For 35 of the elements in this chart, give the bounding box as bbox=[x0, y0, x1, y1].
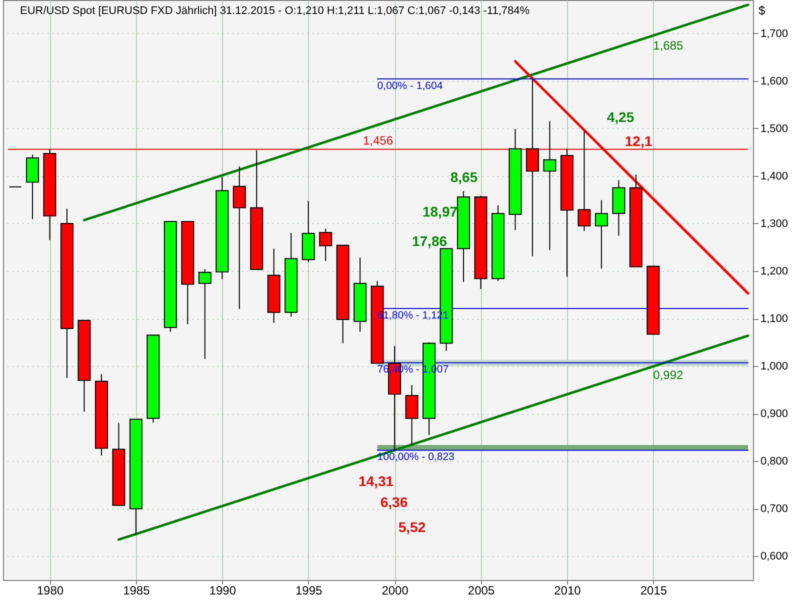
annotation: 14,31 bbox=[358, 473, 394, 489]
y-axis-title: $ bbox=[758, 4, 766, 18]
y-tick-label: 0,800 bbox=[760, 456, 788, 468]
x-tick-label: 1995 bbox=[295, 584, 323, 598]
annotation: 18,97 bbox=[422, 204, 458, 220]
y-tick-label: 0,900 bbox=[760, 408, 788, 420]
y-tick-label: 0,700 bbox=[760, 503, 788, 516]
x-tick-label: 2000 bbox=[382, 584, 409, 598]
annotation: 8,65 bbox=[450, 169, 478, 185]
series-label: 0,00% - 1,604 bbox=[377, 80, 443, 92]
y-tick-label: 1,200 bbox=[760, 265, 788, 278]
annotation: 1,685 bbox=[653, 38, 684, 52]
annotation: 0,992 bbox=[653, 368, 684, 382]
x-tick-label: 1990 bbox=[209, 584, 236, 598]
annotation: 4,25 bbox=[606, 109, 634, 125]
annotation: 12,1 bbox=[624, 133, 652, 149]
annotation: 5,52 bbox=[398, 519, 426, 535]
ref-line-label: 1,456 bbox=[362, 133, 394, 148]
y-tick-label: 1,700 bbox=[760, 28, 788, 40]
y-tick-label: 1,400 bbox=[760, 170, 788, 182]
x-tick-label: 2005 bbox=[468, 584, 495, 598]
y-tick-label: 1,600 bbox=[760, 75, 788, 88]
x-tick-label: 2015 bbox=[640, 584, 668, 598]
annotation: 6,36 bbox=[380, 494, 408, 510]
y-tick-label: 1,100 bbox=[760, 313, 788, 326]
annotation: 17,86 bbox=[412, 233, 448, 249]
x-tick-label: 1985 bbox=[123, 584, 150, 598]
y-tick-label: 1,300 bbox=[760, 218, 788, 230]
x-tick-label: 2010 bbox=[554, 584, 582, 598]
y-tick-label: 1,500 bbox=[760, 122, 788, 135]
y-tick-label: 0,600 bbox=[760, 550, 788, 563]
x-tick-label: 1980 bbox=[36, 584, 64, 598]
series-label: 100,00% - 0,823 bbox=[377, 451, 455, 464]
y-tick-label: 1,000 bbox=[760, 360, 788, 373]
chart-title: EUR/USD Spot [EURUSD FXD Jährlich] 31.12.2015 - O:1,210 H:1,211 L:1,067 C:1,067 -0,143 -11,784% bbox=[20, 5, 530, 17]
